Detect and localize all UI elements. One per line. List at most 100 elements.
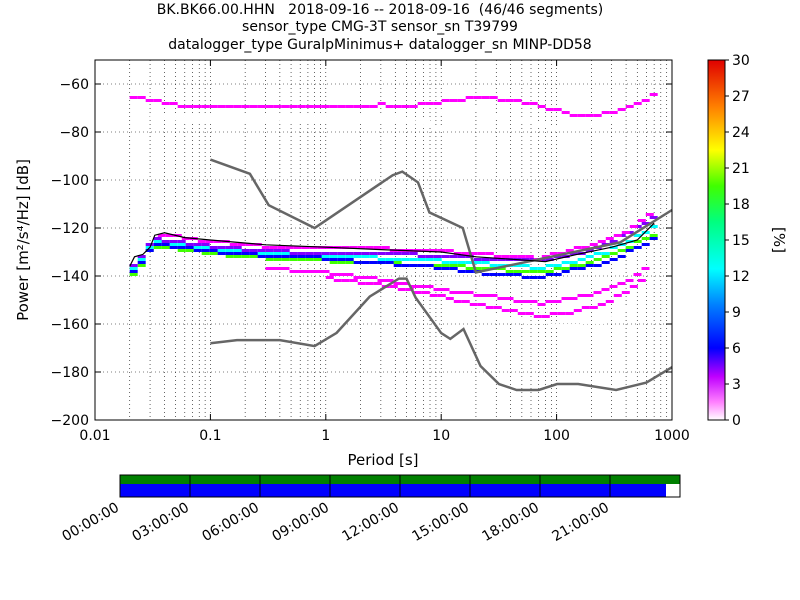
psd-cell <box>185 249 194 252</box>
psd-cell <box>335 120 344 123</box>
psd-cell <box>537 276 546 279</box>
psd-cell <box>601 255 610 258</box>
psd-cell <box>241 255 250 258</box>
psd-cell <box>569 261 578 264</box>
psd-cell <box>469 252 478 255</box>
psd-cell <box>481 273 490 276</box>
psd-cell <box>233 105 242 108</box>
psd-cell <box>361 105 370 108</box>
y-axis: −200 −180 −160 −140 −120 −100 −80 −60 <box>51 77 672 429</box>
psd-cell <box>590 123 599 126</box>
x-axis-label: Period [s] <box>347 451 418 469</box>
x-axis: 0.01 0.1 1 10 100 1000 <box>79 60 690 444</box>
psd-cell <box>239 120 248 123</box>
psd-cell <box>521 276 530 279</box>
timeline-tick-label: 06:00:00 <box>200 500 262 545</box>
psd-cell <box>513 264 522 267</box>
psd-cell <box>457 270 466 273</box>
psd-cell <box>601 288 610 291</box>
psd-cell <box>446 102 455 105</box>
psd-cell <box>489 273 498 276</box>
psd-cell <box>437 294 446 297</box>
psd-cell <box>485 252 494 255</box>
psd-cell <box>625 240 634 243</box>
psd-cell <box>598 123 607 126</box>
psd-cell <box>369 105 378 108</box>
median-line <box>129 222 655 267</box>
psd-cell <box>145 249 154 252</box>
colorbar-tick-label: 27 <box>732 89 750 105</box>
psd-cell <box>547 324 556 327</box>
psd-cell <box>337 252 346 255</box>
psd-cell <box>375 120 384 123</box>
psd-cell <box>385 258 394 261</box>
psd-cell <box>229 243 238 246</box>
psd-cell <box>169 246 178 249</box>
psd-cell <box>201 105 210 108</box>
psd-cell <box>129 273 138 276</box>
psd-cell <box>505 297 514 300</box>
psd-cell <box>231 120 240 123</box>
y-tick-label: −80 <box>59 125 89 141</box>
psd-cell <box>269 246 278 249</box>
psd-cell <box>265 258 274 261</box>
psd-cell <box>237 243 246 246</box>
psd-cell <box>361 261 370 264</box>
psd-cell <box>209 252 218 255</box>
psd-cell <box>414 117 423 120</box>
psd-cell <box>489 264 498 267</box>
psd-cell <box>333 279 342 282</box>
psd-cell <box>153 246 162 249</box>
psd-cell <box>393 252 402 255</box>
psd-cell <box>273 105 282 108</box>
psd-cell <box>585 249 594 252</box>
psd-cell <box>185 246 194 249</box>
psd-cell <box>129 270 138 273</box>
psd-cell <box>345 105 354 108</box>
colorbar-tick-label: 15 <box>732 233 750 249</box>
psd-cell <box>157 234 166 237</box>
psd-cell <box>441 255 450 258</box>
psd-cell <box>518 120 527 123</box>
psd-cell <box>454 105 463 108</box>
psd-cell <box>293 246 302 249</box>
psd-cell <box>497 264 506 267</box>
psd-cell <box>561 111 570 114</box>
psd-cell <box>549 252 558 255</box>
psd-cell <box>553 264 562 267</box>
psd-cell <box>489 294 498 297</box>
psd-cell <box>225 105 234 108</box>
psd-cell <box>217 249 226 252</box>
psd-cell <box>230 114 239 117</box>
psd-cell <box>401 105 410 108</box>
psd-cell <box>209 105 218 108</box>
colorbar-tick-label: 9 <box>732 305 741 321</box>
psd-cell <box>486 111 495 114</box>
psd-cell <box>577 264 586 267</box>
psd-cell <box>305 252 314 255</box>
psd-cell <box>393 282 402 285</box>
psd-cell <box>351 120 360 123</box>
psd-cell <box>633 273 642 276</box>
psd-cell <box>278 114 287 117</box>
psd-cell <box>625 246 634 249</box>
psd-cell <box>321 252 330 255</box>
psd-cell <box>565 249 574 252</box>
psd-cell <box>445 249 454 252</box>
psd-cell <box>153 237 162 240</box>
psd-cell <box>613 234 622 237</box>
psd-cell <box>429 249 438 252</box>
psd-cell <box>593 114 602 117</box>
psd-cell <box>491 315 500 318</box>
colorbar-tick-label: 30 <box>732 53 750 69</box>
psd-cell <box>461 300 470 303</box>
psd-cell <box>262 114 271 117</box>
psd-cell <box>649 237 658 240</box>
psd-cell <box>433 264 442 267</box>
psd-cell <box>321 105 330 108</box>
x-tick-label: 1 <box>321 428 330 444</box>
psd-cell <box>609 111 618 114</box>
psd-cell <box>222 114 231 117</box>
psd-cell <box>361 276 370 279</box>
psd-cell <box>409 252 418 255</box>
